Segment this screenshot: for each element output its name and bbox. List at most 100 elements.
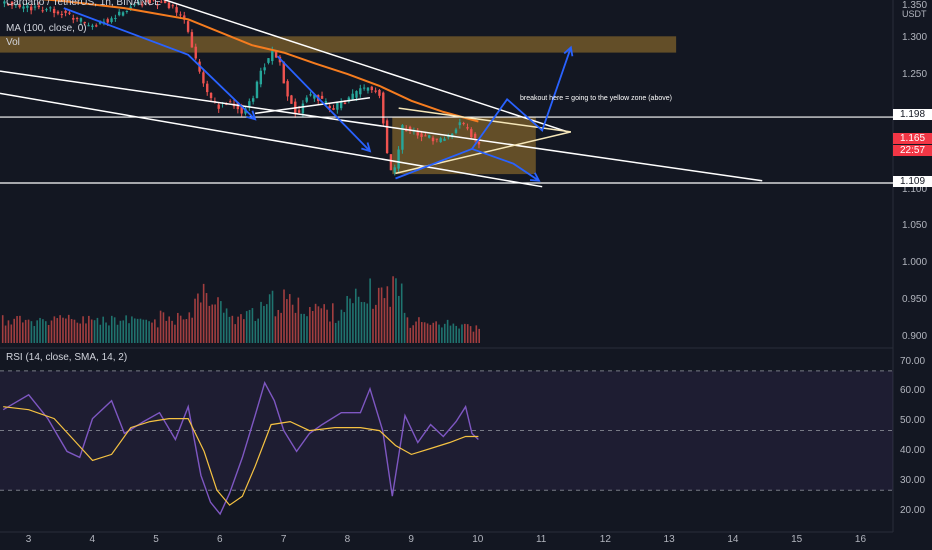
volume-bar — [332, 303, 334, 343]
trendline-2 — [0, 92, 543, 188]
candle-body — [137, 1, 140, 5]
time-tick: 16 — [854, 534, 867, 545]
candle-body — [206, 83, 209, 93]
volume-bar — [441, 327, 443, 343]
candle-body — [95, 25, 98, 27]
volume-bar — [205, 293, 208, 343]
candle-body — [378, 89, 381, 96]
volume-bar — [375, 304, 377, 343]
candle-body — [447, 136, 450, 138]
candle-body — [351, 93, 354, 100]
trendline-3 — [255, 97, 371, 115]
volume-bar — [426, 323, 429, 343]
volume-bar — [383, 298, 386, 343]
volume-bar — [202, 283, 205, 343]
candle-body — [393, 167, 396, 173]
candle-body — [52, 8, 56, 14]
volume-bar — [472, 331, 475, 343]
candle-body — [75, 18, 79, 20]
candle-body — [171, 5, 174, 7]
time-tick: 3 — [25, 534, 32, 545]
volume-bar — [199, 302, 202, 343]
volume-bar — [53, 316, 56, 343]
candle-body — [374, 90, 377, 92]
volume-bar — [102, 316, 104, 343]
volume-bar — [59, 315, 61, 343]
candle-body — [274, 51, 278, 58]
time-tick: 7 — [280, 534, 287, 545]
candle-body — [179, 14, 182, 16]
volume-bar — [461, 324, 463, 343]
candle-body — [286, 81, 289, 97]
volume-bar — [366, 303, 369, 343]
time-tick: 15 — [791, 534, 803, 545]
volume-bar — [369, 278, 371, 343]
forecast-path-1 — [276, 55, 371, 152]
volume-bar — [337, 320, 340, 343]
volume-bar — [271, 290, 274, 343]
breakout-annotation: breakout here = going to the yellow zone… — [520, 95, 672, 102]
volume-bar — [142, 319, 145, 343]
volume-bar — [455, 325, 458, 343]
candle-body — [175, 7, 178, 13]
volume-bar — [13, 318, 15, 343]
candle-body — [3, 1, 6, 4]
volume-bar — [363, 302, 366, 343]
volume-bar — [418, 317, 420, 343]
volume-bar — [116, 324, 119, 343]
volume-bar — [185, 319, 188, 343]
volume-bar — [139, 318, 142, 343]
vol-legend: Vol — [6, 37, 20, 48]
candle-body — [240, 106, 243, 114]
volume-bar — [222, 312, 225, 343]
candle-body — [106, 19, 109, 23]
volume-bar — [372, 308, 374, 343]
volume-bar — [389, 306, 392, 343]
candle-body — [41, 10, 44, 12]
volume-bar — [133, 318, 136, 343]
candle-body — [10, 1, 14, 6]
time-tick: 14 — [727, 534, 739, 545]
volume-bar — [446, 319, 449, 343]
candle-body — [428, 135, 431, 138]
candle-body — [26, 5, 29, 8]
trendline-1 — [0, 70, 763, 182]
volume-bar — [231, 315, 234, 343]
candle-body — [355, 91, 358, 98]
candle-body — [133, 4, 136, 6]
candle-body — [473, 133, 477, 139]
price-tick-1350: 1.350 — [902, 0, 928, 11]
volume-bar — [300, 313, 303, 343]
candle-body — [362, 87, 366, 89]
volume-bar — [283, 289, 285, 343]
candle-body — [470, 129, 473, 138]
volume-bar — [263, 305, 265, 343]
candle-body — [420, 133, 423, 137]
candle-body — [18, 4, 21, 8]
volume-bar — [10, 324, 13, 343]
candle-body — [148, 0, 152, 4]
volume-bar — [211, 304, 214, 343]
volume-bar — [466, 324, 469, 343]
candle-body — [29, 6, 33, 11]
volume-bar — [464, 323, 466, 343]
volume-bars — [1, 276, 480, 343]
volume-bar — [291, 304, 294, 343]
volume-bar — [99, 324, 102, 343]
volume-bar — [88, 315, 90, 343]
candle-body — [454, 129, 458, 133]
volume-bar — [343, 312, 346, 343]
volume-bar — [24, 319, 27, 343]
volume-bar — [257, 318, 259, 343]
candle-body — [382, 92, 385, 124]
volume-bar — [326, 309, 328, 343]
volume-bar — [349, 298, 351, 343]
volume-bar — [214, 304, 216, 343]
volume-bar — [320, 308, 323, 343]
volume-bar — [119, 320, 122, 343]
candle-body — [79, 18, 83, 22]
volume-bar — [70, 319, 73, 343]
volume-bar — [360, 301, 363, 343]
volume-bar — [174, 324, 176, 343]
